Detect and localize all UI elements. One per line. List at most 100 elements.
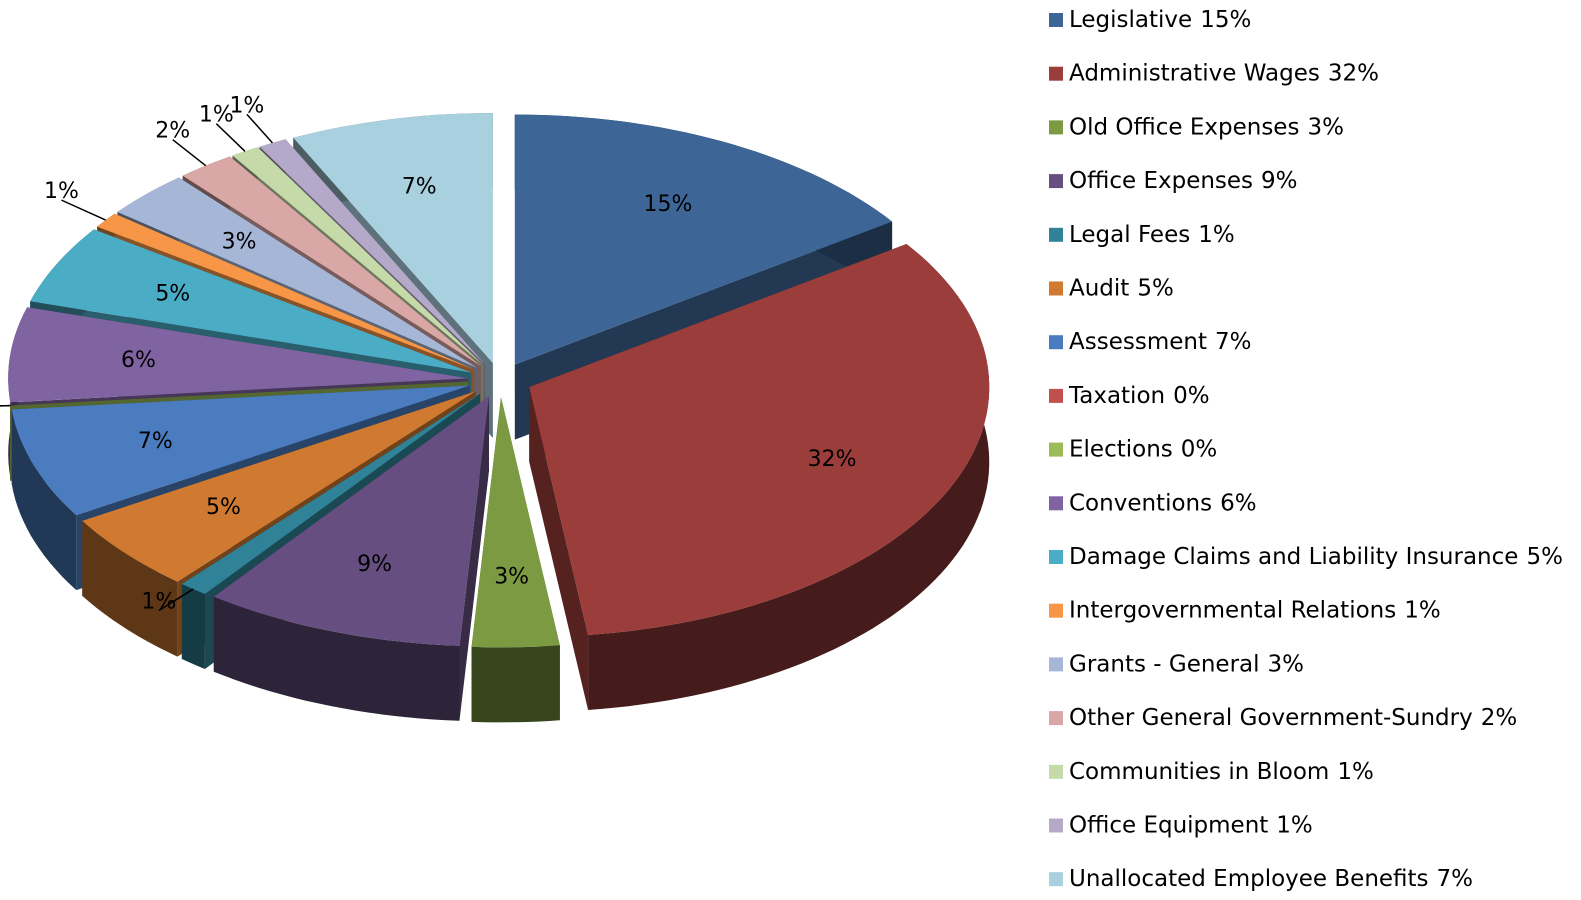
slice xyxy=(293,113,493,364)
legend-swatch xyxy=(1049,603,1063,618)
slice-side xyxy=(588,244,990,710)
legend-name: Damage Claims and Liability Insurance xyxy=(1069,544,1518,570)
legend-name: Grants - General xyxy=(1069,651,1260,677)
legend-value: 3% xyxy=(1268,651,1305,677)
slice xyxy=(82,391,476,582)
legend-value: 5% xyxy=(1526,544,1563,570)
legend-value: 5% xyxy=(1137,275,1174,301)
slice xyxy=(514,114,893,365)
legend: Legislative 15% Administrative Wages 32% Old… xyxy=(1049,7,1563,892)
leader-line xyxy=(158,588,194,612)
legend-name: Unallocated Employee Benefits xyxy=(1069,866,1429,892)
leader-line xyxy=(172,139,207,167)
legend-name: Office Expenses xyxy=(1069,168,1253,194)
legend-swatch xyxy=(1049,281,1063,296)
slice-wall xyxy=(529,387,589,710)
legend-label: Elections 0% xyxy=(1069,436,1217,462)
legend-swatch xyxy=(1049,764,1063,779)
legend-label: Conventions 6% xyxy=(1069,490,1257,516)
legend-swatch xyxy=(1049,872,1063,887)
slice xyxy=(11,385,470,516)
data-label: 6% xyxy=(121,348,156,373)
data-label: 3% xyxy=(222,230,257,255)
legend-name: Audit xyxy=(1069,275,1129,301)
legend-swatch xyxy=(1049,388,1063,403)
legend-label: Intergovernmental Relations 1% xyxy=(1069,597,1441,623)
legend-label: Office Equipment 1% xyxy=(1069,812,1313,838)
leader-line xyxy=(0,404,11,407)
legend-name: Old Office Expenses xyxy=(1069,114,1299,140)
data-label: 15% xyxy=(644,192,693,217)
legend-swatch xyxy=(1049,227,1063,242)
legend-swatch xyxy=(1049,66,1063,81)
legend-name: Intergovernmental Relations xyxy=(1069,597,1396,623)
legend-swatch xyxy=(1049,335,1063,350)
legend-swatch xyxy=(1049,711,1063,726)
slice xyxy=(182,156,481,367)
legend-value: 32% xyxy=(1328,60,1379,86)
data-label: 1% xyxy=(44,179,79,204)
slice xyxy=(529,244,990,635)
legend-label: Audit 5% xyxy=(1069,275,1174,301)
legend-value: 0% xyxy=(1173,382,1210,408)
data-label: 32% xyxy=(808,447,857,472)
legend-swatch xyxy=(1049,818,1063,833)
data-label: 7% xyxy=(138,429,173,454)
legend-label: Taxation 0% xyxy=(1068,382,1210,408)
legend-value: 2% xyxy=(1481,705,1518,731)
data-label: 9% xyxy=(357,552,392,577)
legend-value: 6% xyxy=(1220,490,1257,516)
legend-swatch xyxy=(1049,496,1063,511)
legend-label: Legislative 15% xyxy=(1069,7,1251,33)
legend-label: Old Office Expenses 3% xyxy=(1069,114,1344,140)
legend-swatch xyxy=(1049,174,1063,189)
legend-label: Damage Claims and Liability Insurance 5% xyxy=(1069,544,1563,570)
slice xyxy=(30,229,472,373)
legend-label: Communities in Bloom 1% xyxy=(1069,758,1374,784)
slice-side xyxy=(213,596,460,721)
data-label: 3% xyxy=(494,564,529,589)
slice xyxy=(213,396,489,646)
legend-name: Administrative Wages xyxy=(1069,60,1320,86)
slice xyxy=(259,139,486,365)
legend-swatch xyxy=(1049,120,1063,135)
data-label: 5% xyxy=(155,281,190,306)
legend-label: Unallocated Employee Benefits 7% xyxy=(1069,866,1473,892)
slice-side xyxy=(181,584,205,669)
legend-name: Conventions xyxy=(1069,490,1212,516)
data-label: 7% xyxy=(402,175,437,200)
slice xyxy=(97,213,475,370)
legend-swatch xyxy=(1049,657,1063,672)
legend-swatch xyxy=(1049,442,1063,457)
legend-swatch xyxy=(1049,550,1063,564)
slice-side xyxy=(471,645,560,723)
legend-name: Legal Fees xyxy=(1069,221,1190,247)
legend-label: Other General Government-Sundry 2% xyxy=(1069,705,1517,731)
leader-line xyxy=(61,199,107,221)
legend-name: Office Equipment xyxy=(1069,812,1268,838)
data-label: 1% xyxy=(199,103,234,128)
legend-name: Taxation xyxy=(1068,382,1165,408)
leader-line xyxy=(215,123,246,152)
legend-name: Assessment xyxy=(1069,329,1207,355)
legend-value: 1% xyxy=(1276,812,1313,838)
legend-value: 7% xyxy=(1215,329,1252,355)
legend-label: Legal Fees 1% xyxy=(1069,221,1235,247)
legend-value: 9% xyxy=(1261,168,1298,194)
legend-value: 0% xyxy=(1181,436,1218,462)
legend-name: Communities in Bloom xyxy=(1069,758,1329,784)
legend-value: 3% xyxy=(1307,114,1344,140)
data-label: 5% xyxy=(206,495,241,520)
pie xyxy=(8,113,990,723)
legend-name: Elections xyxy=(1069,436,1173,462)
slice xyxy=(8,307,469,403)
slice xyxy=(232,147,484,366)
data-label: 2% xyxy=(155,119,190,144)
legend-name: Other General Government-Sundry xyxy=(1069,705,1473,731)
slice xyxy=(117,177,478,368)
legend-name: Legislative xyxy=(1069,7,1192,33)
leader-line xyxy=(246,113,273,144)
legend-label: Office Expenses 9% xyxy=(1069,168,1298,194)
slice-side xyxy=(11,409,77,591)
